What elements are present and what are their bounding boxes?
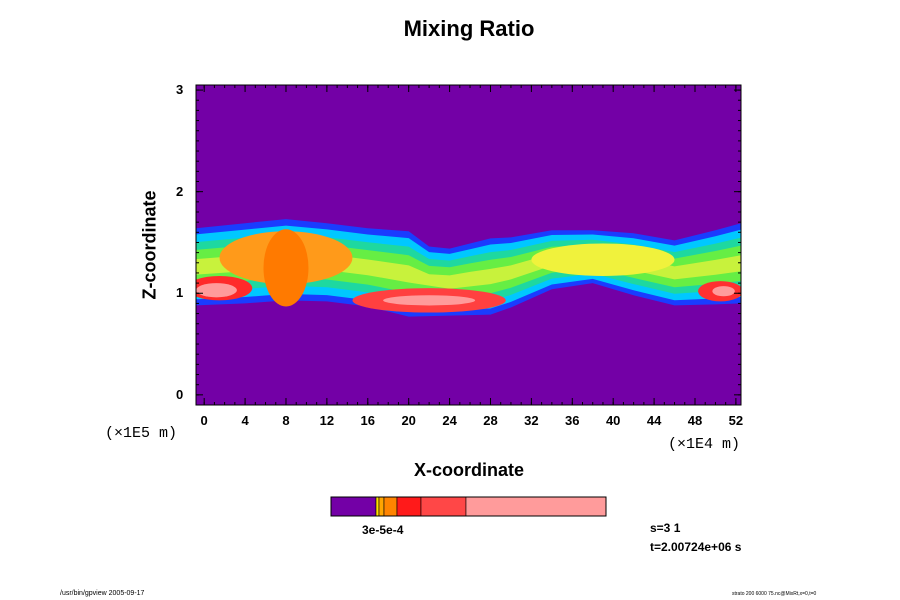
time-label: t=2.00724e+06 s — [650, 540, 742, 554]
y-axis-label: Z-coordinate — [139, 190, 160, 300]
x-tick-label-36: 36 — [565, 413, 580, 428]
x-scale-label: (×1E4 m) — [668, 436, 741, 453]
axis-layer — [195, 84, 742, 406]
x-tick-label-52: 52 — [728, 413, 744, 428]
colorbar-segment — [396, 496, 422, 517]
x-tick-label-24: 24 — [442, 413, 457, 428]
step-label: s=3 1 — [650, 521, 681, 535]
x-tick-label-0: 0 — [200, 413, 208, 428]
x-tick-label-12: 12 — [319, 413, 335, 428]
colorbar-segment — [378, 496, 385, 517]
footer-left: /usr/bin/gpview 2005-09-17 — [60, 590, 145, 597]
colorbar-segment — [383, 496, 398, 517]
blob-pink-left — [196, 283, 237, 298]
plot-layer — [196, 85, 741, 405]
colorbar-segment — [420, 496, 467, 517]
y-tick-label-0: 0 — [176, 386, 184, 402]
x-tick-label-8: 8 — [282, 413, 290, 428]
colorbar-segment — [375, 496, 380, 517]
colorbar-tick-label: 3e-5e-4 — [362, 523, 404, 537]
chart-title: Mixing Ratio — [403, 16, 535, 41]
plot-frame — [195, 84, 742, 406]
blob-orange-core — [263, 229, 309, 307]
colorbar-segment — [330, 496, 377, 517]
x-tick-label-28: 28 — [483, 413, 498, 428]
colorbar-frame — [330, 496, 607, 517]
y-tick-label-1: 1 — [176, 285, 184, 301]
blob-pink-right — [712, 286, 735, 297]
y-tick-label-3: 3 — [176, 82, 184, 98]
blob-yellow-right — [531, 243, 675, 276]
blob-pink-center — [383, 295, 476, 306]
y-tick-label-2: 2 — [176, 183, 184, 199]
footer-right: strato 200 6000 75.nc@MixRt,x=0,t=0 — [732, 591, 817, 597]
x-axis-label: X-coordinate — [413, 460, 524, 480]
colorbar-segment — [465, 496, 607, 517]
x-tick-label-20: 20 — [401, 413, 416, 428]
x-tick-label-44: 44 — [646, 413, 662, 428]
x-tick-label-16: 16 — [360, 413, 376, 428]
x-tick-label-48: 48 — [687, 413, 703, 428]
x-tick-label-32: 32 — [524, 413, 539, 428]
y-scale-label: (×1E5 m) — [105, 425, 178, 442]
colorbar — [330, 496, 607, 517]
x-tick-label-40: 40 — [605, 413, 621, 428]
x-tick-label-4: 4 — [241, 413, 249, 428]
